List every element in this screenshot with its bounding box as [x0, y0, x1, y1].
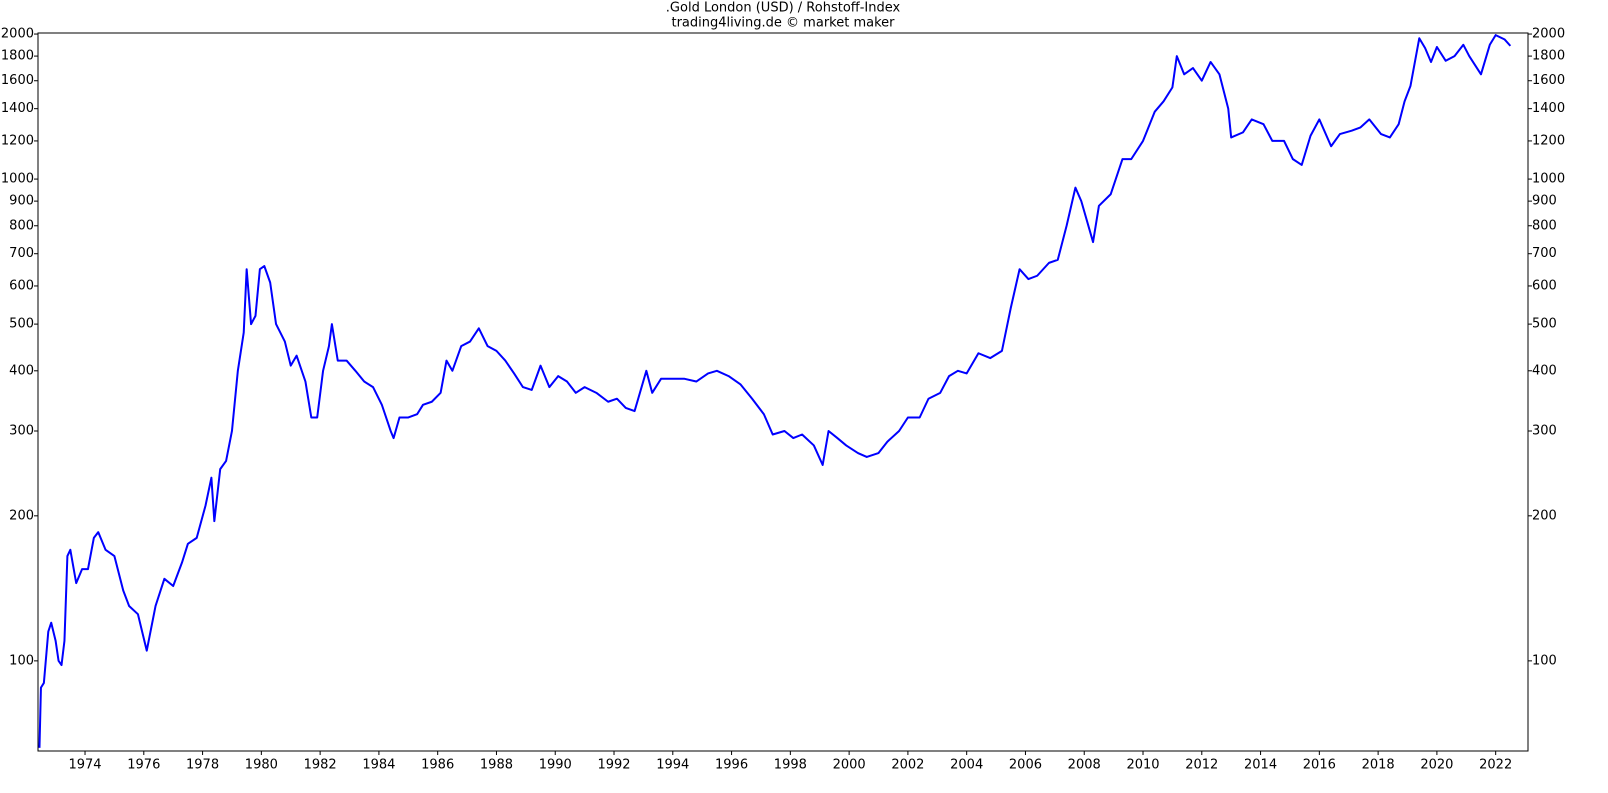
plot-frame	[37, 32, 1529, 752]
y-tick-label: 2000	[1, 27, 34, 42]
x-tick-label: 2012	[1185, 758, 1218, 773]
y2-tick-label: 300	[1532, 423, 1557, 438]
y2-tick-label: 1800	[1532, 49, 1565, 64]
chart-subtitle: trading4living.de © market maker	[671, 16, 895, 31]
y2-tick-label: 600	[1532, 278, 1557, 293]
y-tick-label: 800	[9, 218, 34, 233]
x-tick-label: 2006	[1009, 758, 1042, 773]
y2-tick-label: 200	[1532, 508, 1557, 523]
x-tick-label: 2018	[1362, 758, 1395, 773]
x-tick-label: 1988	[480, 758, 513, 773]
y-tick-label: 700	[9, 246, 34, 261]
x-tick-label: 2022	[1479, 758, 1512, 773]
x-tick-label: 2002	[891, 758, 924, 773]
x-tick-label: 2016	[1303, 758, 1336, 773]
x-tick-label: 2014	[1244, 758, 1277, 773]
chart-title: .Gold London (USD) / Rohstoff-Index	[666, 1, 901, 16]
y-tick-label: 100	[9, 653, 34, 668]
y-tick-label: 1600	[1, 73, 34, 88]
x-tick-label: 1976	[127, 758, 160, 773]
price-line	[38, 34, 1512, 748]
y2-tick-label: 900	[1532, 194, 1557, 209]
x-tick-label: 2000	[833, 758, 866, 773]
x-tick-label: 1978	[186, 758, 219, 773]
y2-tick-label: 1400	[1532, 101, 1565, 116]
y-tick-label: 300	[9, 423, 34, 438]
y2-tick-label: 800	[1532, 218, 1557, 233]
x-tick-label: 1984	[362, 758, 395, 773]
x-tick-label: 2008	[1068, 758, 1101, 773]
x-tick-label: 1998	[774, 758, 807, 773]
x-tick-label: 2010	[1126, 758, 1159, 773]
x-tick-label: 1992	[597, 758, 630, 773]
y-tick-label: 1400	[1, 101, 34, 116]
x-tick-label: 1990	[539, 758, 572, 773]
y-tick-label: 500	[9, 317, 34, 332]
y2-tick-label: 2000	[1532, 27, 1565, 42]
y2-tick-label: 100	[1532, 653, 1557, 668]
y-tick-label: 900	[9, 194, 34, 209]
y2-tick-label: 1000	[1532, 172, 1565, 187]
x-tick-label: 1986	[421, 758, 454, 773]
y-tick-label: 600	[9, 278, 34, 293]
x-tick-label: 1982	[304, 758, 337, 773]
y-tick-label: 1200	[1, 133, 34, 148]
y2-tick-label: 400	[1532, 363, 1557, 378]
y-tick-label: 400	[9, 363, 34, 378]
y2-tick-label: 1200	[1532, 133, 1565, 148]
y-tick-label: 1000	[1, 172, 34, 187]
y-tick-label: 200	[9, 508, 34, 523]
x-tick-label: 1980	[245, 758, 278, 773]
x-tick-label: 1974	[68, 758, 101, 773]
x-tick-label: 1994	[656, 758, 689, 773]
y2-tick-label: 1600	[1532, 73, 1565, 88]
y-tick-label: 1800	[1, 49, 34, 64]
x-tick-label: 2004	[950, 758, 983, 773]
x-tick-label: 2020	[1420, 758, 1453, 773]
x-tick-label: 1996	[715, 758, 748, 773]
y2-tick-label: 700	[1532, 246, 1557, 261]
y2-tick-label: 500	[1532, 317, 1557, 332]
